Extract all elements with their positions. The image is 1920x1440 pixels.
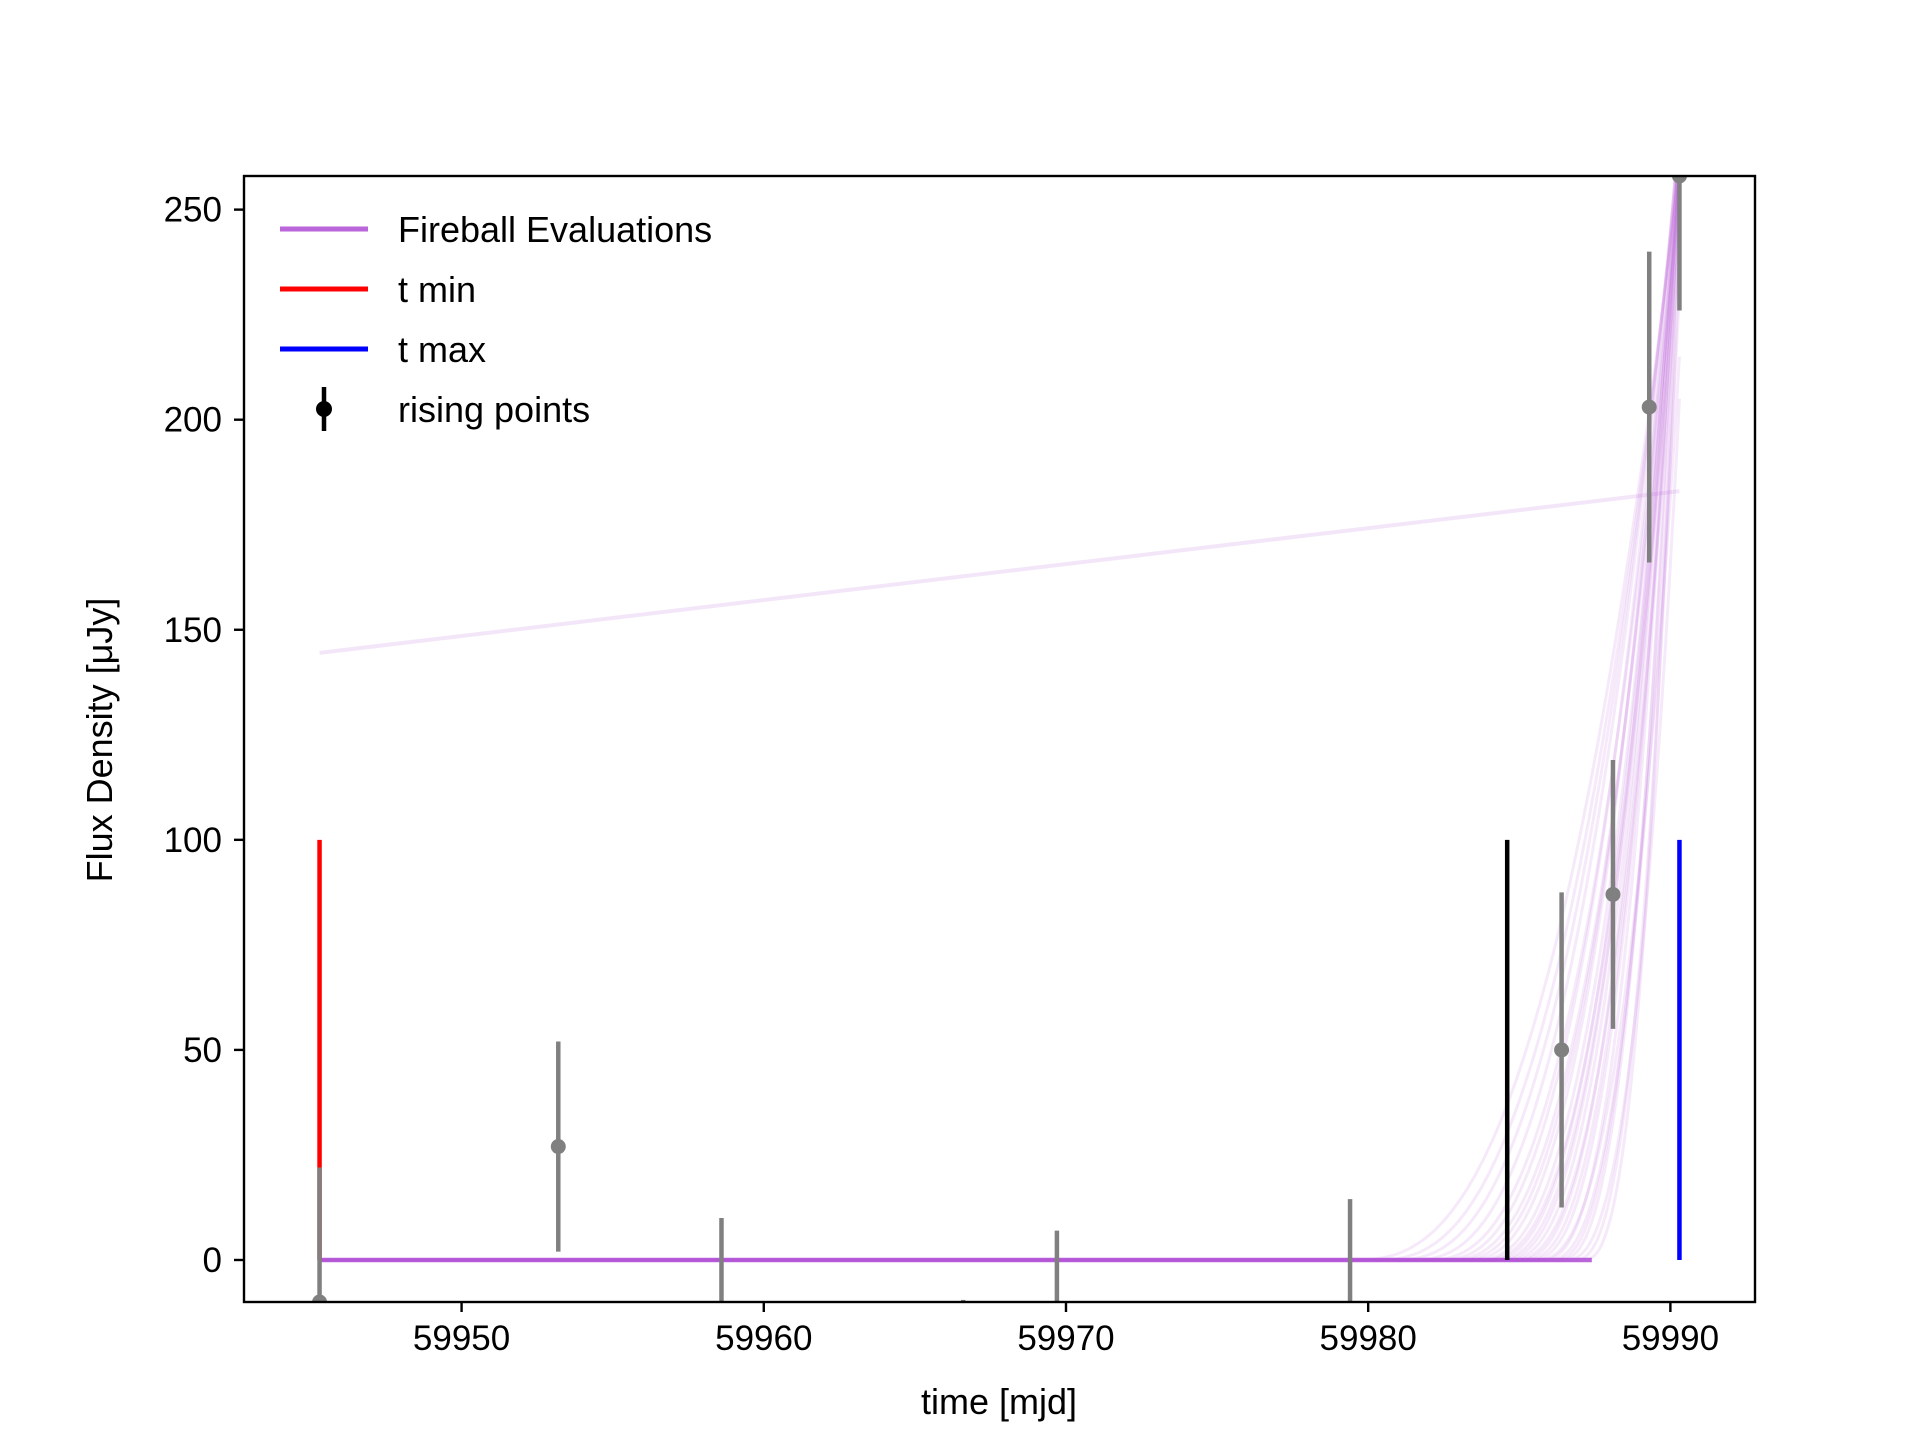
- legend-marker: [316, 401, 332, 417]
- legend-item: rising points: [316, 387, 590, 431]
- fireball-curve: [319, 209, 1681, 1262]
- legend: Fireball Evaluations t min t max rising poi…: [280, 209, 712, 431]
- legend-label: t max: [398, 329, 486, 370]
- fireball-curve: [319, 176, 1680, 1262]
- data-point: [1641, 399, 1657, 415]
- fireball-curve: [319, 251, 1681, 1262]
- y-tick-label: 200: [164, 401, 222, 440]
- fireball-curve: [319, 398, 1681, 1262]
- data-points: [312, 176, 1687, 1302]
- legend-label: t min: [398, 269, 476, 310]
- data-point: [1671, 176, 1687, 184]
- fireball-curve: [319, 176, 1681, 1262]
- legend-label: rising points: [398, 389, 590, 430]
- fireball-curve: [319, 176, 1681, 1262]
- fireball-evaluations: [319, 176, 1681, 1263]
- fireball-curve: [319, 176, 1681, 1262]
- fireball-curve: [319, 176, 1680, 1262]
- fireball-curve-outlier: [319, 489, 1680, 655]
- fireball-curve: [319, 176, 1679, 1262]
- fireball-curve: [319, 176, 1681, 1262]
- fireball-curve: [319, 176, 1677, 1262]
- fireball-curve: [319, 176, 1679, 1262]
- fireball-curve: [319, 356, 1681, 1262]
- data-point: [1605, 886, 1621, 902]
- y-tick-label: 250: [164, 191, 222, 230]
- fireball-curve: [319, 176, 1680, 1262]
- data-point: [1554, 1042, 1570, 1058]
- fireball-curve: [319, 176, 1679, 1262]
- fireball-curve: [319, 188, 1681, 1262]
- y-axis-label: Flux Density [μJy]: [79, 598, 120, 883]
- y-tick-label: 150: [164, 611, 222, 650]
- fireball-curve: [319, 293, 1681, 1262]
- data-point: [312, 1294, 328, 1302]
- fireball-curve: [319, 176, 1681, 1262]
- x-tick-label: 59990: [1622, 1319, 1719, 1358]
- x-tick-label: 59960: [715, 1319, 812, 1358]
- x-tick-label: 59970: [1017, 1319, 1114, 1358]
- fireball-curve: [319, 176, 1677, 1262]
- legend-item: Fireball Evaluations: [280, 209, 712, 250]
- legend-label: Fireball Evaluations: [398, 209, 712, 250]
- legend-item: t min: [280, 269, 476, 310]
- fireball-curve: [319, 176, 1680, 1262]
- y-tick-label: 50: [183, 1031, 222, 1070]
- x-tick-label: 59950: [413, 1319, 510, 1358]
- y-tick-label: 0: [203, 1241, 222, 1280]
- y-tick-label: 100: [164, 821, 222, 860]
- x-axis-label: time [mjd]: [921, 1381, 1077, 1422]
- legend-item: t max: [280, 329, 486, 370]
- fireball-curve: [319, 176, 1678, 1262]
- fireball-curve: [319, 176, 1681, 1262]
- plot-frame: [242, 174, 1757, 1304]
- fireball-curve: [319, 176, 1678, 1262]
- plot-area: [312, 176, 1687, 1302]
- fireball-curve: [319, 230, 1681, 1262]
- data-point: [550, 1139, 566, 1155]
- axes: 59950 59960 59970 59980 59990 0 50 100 150 200 250: [164, 191, 1719, 1358]
- x-tick-label: 59980: [1320, 1319, 1417, 1358]
- fireball-curve: [319, 180, 1681, 1262]
